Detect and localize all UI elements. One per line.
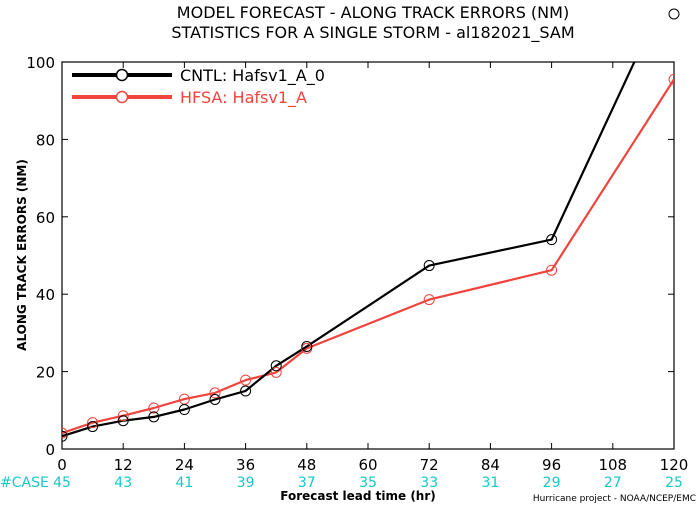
data-point-1 bbox=[117, 410, 129, 422]
case-count: 25 bbox=[665, 475, 683, 491]
x-tick-label: 36 bbox=[236, 456, 255, 474]
y-tick-label: 20 bbox=[36, 364, 55, 382]
x-tick-label: 60 bbox=[358, 456, 377, 474]
legend-marker-0 bbox=[115, 68, 129, 82]
data-point-1 bbox=[546, 264, 558, 276]
case-count: 41 bbox=[175, 475, 193, 491]
data-point-1 bbox=[62, 427, 68, 439]
x-tick-label: 0 bbox=[57, 456, 67, 474]
case-count: 31 bbox=[481, 475, 499, 491]
plot-area bbox=[61, 61, 675, 450]
case-count: 35 bbox=[359, 475, 377, 491]
data-point-0 bbox=[87, 421, 99, 433]
legend-marker-1 bbox=[115, 90, 129, 104]
corner-circle-icon bbox=[668, 8, 680, 20]
data-point-0 bbox=[62, 430, 68, 442]
y-tick-label: 60 bbox=[36, 209, 55, 227]
x-tick-label: 48 bbox=[297, 456, 316, 474]
x-tick-label: 108 bbox=[598, 456, 627, 474]
case-count: 29 bbox=[543, 475, 561, 491]
case-count: 27 bbox=[604, 475, 622, 491]
chart-title: MODEL FORECAST - ALONG TRACK ERRORS (NM) bbox=[177, 3, 569, 22]
legend-label-0: CNTL: Hafsv1_A_0 bbox=[180, 66, 325, 86]
data-point-0 bbox=[209, 393, 221, 405]
data-point-0 bbox=[301, 340, 313, 352]
case-label: #CASE bbox=[0, 475, 49, 491]
data-point-0 bbox=[240, 385, 252, 397]
data-point-1 bbox=[423, 294, 435, 306]
data-point-1 bbox=[668, 73, 674, 85]
footer-credit: Hurricane project - NOAA/NCEP/EMC bbox=[533, 494, 696, 504]
x-tick-label: 24 bbox=[175, 456, 194, 474]
x-tick-label: 120 bbox=[660, 456, 689, 474]
case-count: 37 bbox=[298, 475, 316, 491]
data-point-0 bbox=[270, 360, 282, 372]
y-tick-label: 0 bbox=[45, 441, 55, 459]
x-tick-label: 72 bbox=[420, 456, 439, 474]
data-point-1 bbox=[270, 366, 282, 378]
data-point-0 bbox=[117, 415, 129, 427]
case-count: 43 bbox=[114, 475, 132, 491]
case-count: 33 bbox=[420, 475, 438, 491]
x-tick-label: 84 bbox=[481, 456, 500, 474]
data-point-0 bbox=[423, 260, 435, 272]
x-axis-label: Forecast lead time (hr) bbox=[280, 489, 436, 503]
y-tick-label: 40 bbox=[36, 286, 55, 304]
x-tick-label: 96 bbox=[542, 456, 561, 474]
case-count: 39 bbox=[237, 475, 255, 491]
series-line-1 bbox=[62, 78, 674, 435]
data-point-0 bbox=[148, 411, 160, 423]
data-point-1 bbox=[240, 374, 252, 386]
data-point-0 bbox=[178, 404, 190, 416]
y-tick-label: 80 bbox=[36, 131, 55, 149]
data-point-1 bbox=[209, 387, 221, 399]
y-tick-label: 100 bbox=[26, 54, 55, 72]
data-point-0 bbox=[546, 234, 558, 246]
chart-subtitle: STATISTICS FOR A SINGLE STORM - al182021… bbox=[171, 23, 574, 43]
legend-label-1: HFSA: Hafsv1_A bbox=[180, 88, 307, 108]
data-point-1 bbox=[87, 417, 99, 429]
y-axis-label: ALONG TRACK ERRORS (NM) bbox=[15, 159, 29, 351]
data-point-1 bbox=[148, 402, 160, 414]
x-tick-label: 12 bbox=[114, 456, 133, 474]
case-count: 45 bbox=[53, 475, 71, 491]
